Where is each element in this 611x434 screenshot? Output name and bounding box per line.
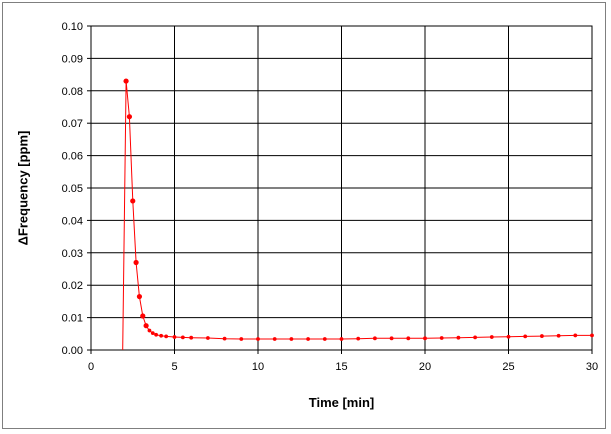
data-point — [489, 335, 494, 339]
data-point — [222, 336, 227, 341]
data-point — [159, 333, 164, 338]
data-point — [306, 337, 310, 341]
series-line — [122, 81, 592, 351]
y-tick-label: 0.03 — [62, 248, 83, 260]
data-point — [540, 334, 544, 338]
data-point — [556, 333, 561, 338]
data-point — [339, 337, 344, 341]
data-point — [256, 337, 260, 341]
data-point — [356, 336, 361, 341]
plot-area — [90, 25, 593, 351]
data-point — [143, 323, 149, 329]
y-tick-label: 0.02 — [62, 280, 83, 292]
data-point — [322, 337, 327, 341]
data-point — [506, 334, 511, 339]
x-axis-title: Time [min] — [309, 395, 375, 410]
data-point — [133, 259, 139, 266]
data-point — [590, 333, 594, 338]
data-point — [389, 336, 394, 341]
grid — [87, 25, 593, 354]
data-point — [423, 336, 427, 341]
data-point — [456, 335, 461, 340]
data-point — [439, 336, 444, 340]
data-points — [123, 78, 594, 341]
data-point — [130, 198, 136, 204]
y-tick-label: 0.04 — [62, 215, 83, 227]
data-point — [189, 335, 194, 340]
y-tick-label: 0.09 — [62, 53, 83, 65]
x-tick-label: 15 — [335, 361, 347, 373]
data-point — [172, 335, 177, 339]
data-point — [136, 293, 143, 300]
y-tick-label: 0.10 — [62, 21, 83, 33]
x-tick-label: 5 — [171, 361, 177, 373]
x-tick-label: 25 — [502, 361, 514, 373]
y-axis-title: ΔFrequency [ppm] — [15, 131, 30, 246]
data-point — [239, 337, 244, 341]
y-tick-labels: 0.00 0.01 0.02 0.03 0.04 0.05 0.06 0.07 0.08 0.09… — [62, 21, 83, 357]
chart-frame — [2, 2, 606, 429]
x-tick-label: 30 — [586, 361, 598, 373]
data-point — [126, 114, 133, 120]
data-point — [206, 336, 210, 340]
data-point — [154, 332, 159, 337]
data-point — [147, 328, 152, 333]
x-tick-label: 0 — [88, 361, 94, 373]
data-point — [573, 333, 578, 338]
data-point — [523, 334, 528, 339]
data-point — [406, 336, 411, 341]
data-point — [180, 335, 185, 340]
data-point — [373, 336, 377, 341]
data-point — [473, 335, 477, 340]
x-tick-label: 20 — [419, 361, 431, 373]
y-tick-label: 0.01 — [62, 313, 83, 325]
data-point — [289, 337, 294, 341]
data-point — [272, 337, 277, 341]
data-point — [140, 313, 146, 319]
x-tick-label: 10 — [252, 361, 264, 373]
data-point — [150, 331, 155, 336]
y-tick-label: 0.07 — [62, 118, 83, 130]
y-tick-label: 0.05 — [62, 183, 83, 195]
data-point — [164, 334, 169, 339]
y-tick-label: 0.08 — [62, 86, 83, 98]
x-tick-labels: 0 5 10 15 20 25 30 — [88, 361, 598, 373]
y-tick-label: 0.00 — [62, 345, 83, 357]
data-point — [123, 78, 129, 84]
y-tick-label: 0.06 — [62, 151, 83, 163]
